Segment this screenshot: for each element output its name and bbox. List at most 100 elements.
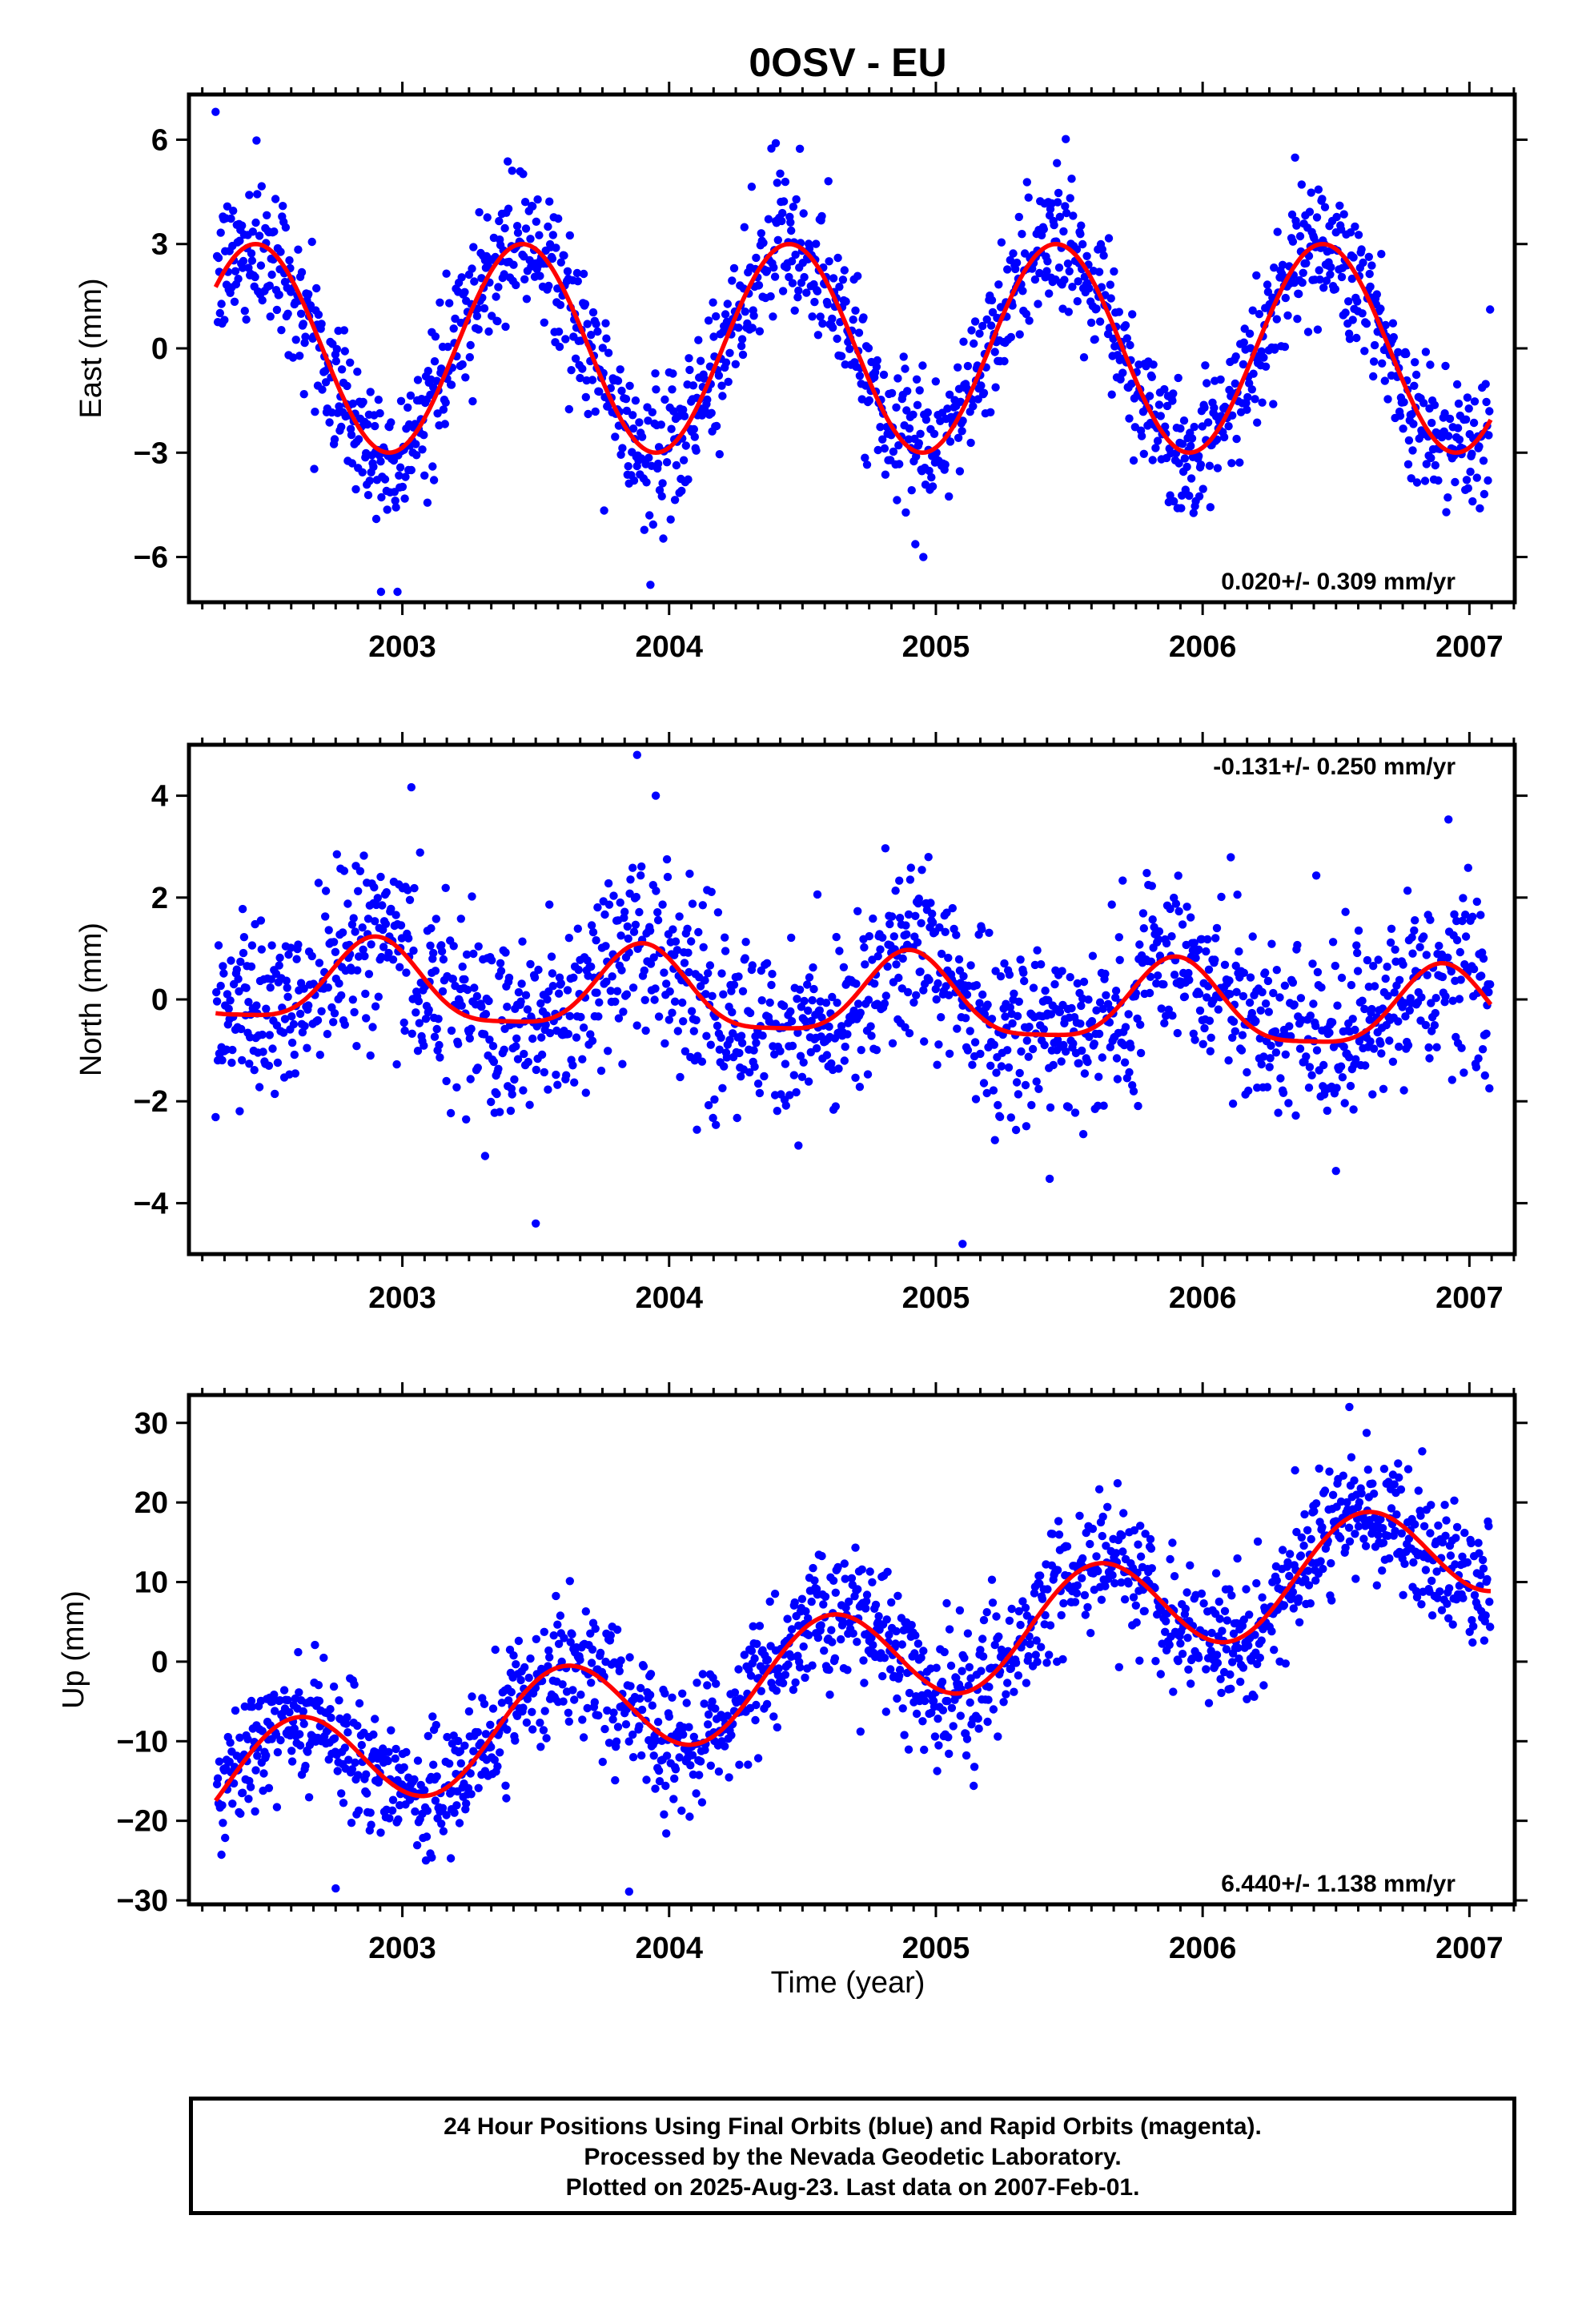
data-point bbox=[749, 312, 758, 320]
data-point bbox=[1045, 1174, 1054, 1184]
data-point bbox=[1246, 973, 1255, 982]
data-point bbox=[1376, 304, 1385, 313]
data-point bbox=[1014, 997, 1024, 1007]
data-point bbox=[861, 960, 869, 969]
data-point bbox=[238, 904, 247, 914]
data-point bbox=[1354, 926, 1363, 935]
data-point bbox=[587, 921, 596, 930]
x-tick-label: 2007 bbox=[1435, 630, 1504, 664]
data-point bbox=[704, 316, 713, 325]
data-point bbox=[914, 895, 924, 903]
data-point bbox=[347, 1819, 356, 1827]
data-point bbox=[211, 107, 220, 116]
data-point bbox=[470, 983, 479, 992]
data-point bbox=[327, 1713, 335, 1723]
data-point bbox=[927, 472, 936, 482]
data-point bbox=[212, 987, 221, 997]
data-point bbox=[753, 1080, 763, 1088]
data-point bbox=[1217, 892, 1226, 902]
data-point bbox=[579, 1023, 588, 1032]
data-point bbox=[1203, 993, 1211, 1002]
data-point bbox=[400, 1026, 409, 1035]
data-point bbox=[1289, 1604, 1299, 1613]
data-point bbox=[1178, 1650, 1187, 1659]
data-point bbox=[621, 1720, 631, 1729]
data-point bbox=[588, 376, 597, 384]
data-point bbox=[431, 332, 440, 341]
data-point bbox=[426, 941, 435, 951]
data-point bbox=[291, 336, 300, 344]
data-point bbox=[299, 320, 307, 328]
data-point bbox=[226, 996, 235, 1005]
data-point bbox=[715, 450, 724, 459]
data-point bbox=[934, 1040, 943, 1049]
data-point bbox=[601, 942, 610, 951]
data-point bbox=[1378, 1524, 1387, 1533]
data-point bbox=[1069, 1039, 1078, 1048]
data-point bbox=[267, 975, 275, 984]
data-point bbox=[1119, 1509, 1128, 1518]
data-point bbox=[503, 1003, 512, 1011]
data-point bbox=[548, 969, 557, 978]
data-point bbox=[1372, 1581, 1382, 1590]
data-point bbox=[329, 1682, 339, 1691]
data-point bbox=[1319, 1564, 1327, 1574]
data-point bbox=[930, 1732, 940, 1741]
data-point bbox=[1369, 962, 1378, 971]
data-point bbox=[1204, 965, 1214, 975]
data-point bbox=[609, 1708, 618, 1717]
data-point bbox=[351, 927, 359, 936]
data-point bbox=[665, 1015, 673, 1024]
data-point bbox=[317, 1007, 326, 1016]
data-point bbox=[893, 1694, 901, 1703]
data-point bbox=[216, 981, 225, 991]
data-point bbox=[918, 361, 927, 370]
data-point bbox=[1066, 194, 1074, 203]
data-point bbox=[1212, 923, 1222, 933]
data-point bbox=[731, 360, 740, 368]
data-point bbox=[374, 992, 383, 1001]
data-point bbox=[1468, 449, 1476, 458]
data-point bbox=[1019, 968, 1028, 977]
data-point bbox=[1291, 1466, 1299, 1475]
data-point bbox=[656, 420, 665, 429]
data-point bbox=[723, 300, 732, 308]
data-point bbox=[707, 408, 716, 417]
data-point bbox=[1295, 231, 1305, 241]
data-point bbox=[420, 431, 428, 440]
data-point bbox=[1228, 1033, 1237, 1043]
data-point bbox=[580, 300, 590, 308]
data-point bbox=[1303, 1566, 1313, 1575]
data-point bbox=[679, 456, 689, 464]
data-point bbox=[869, 914, 877, 923]
data-point bbox=[1116, 375, 1125, 384]
data-point bbox=[588, 927, 598, 937]
data-point bbox=[1227, 459, 1236, 468]
data-point bbox=[555, 342, 564, 352]
data-point bbox=[695, 1771, 704, 1779]
data-point bbox=[781, 1671, 790, 1679]
data-point bbox=[1377, 250, 1386, 259]
data-point bbox=[216, 228, 225, 237]
data-point bbox=[1042, 1659, 1051, 1667]
data-point bbox=[879, 370, 889, 380]
data-point bbox=[1267, 1626, 1276, 1636]
data-point bbox=[717, 1033, 725, 1043]
data-point bbox=[1022, 1679, 1031, 1687]
data-point bbox=[1149, 360, 1158, 369]
data-point bbox=[934, 1715, 942, 1723]
data-point bbox=[1349, 253, 1358, 262]
data-point bbox=[217, 300, 226, 308]
data-point bbox=[1453, 424, 1463, 432]
data-point bbox=[958, 1240, 967, 1248]
data-point bbox=[1409, 420, 1418, 428]
data-point bbox=[963, 361, 973, 371]
data-point bbox=[944, 953, 953, 963]
data-point bbox=[1121, 1023, 1130, 1031]
data-point bbox=[988, 1598, 998, 1607]
data-point bbox=[897, 1640, 907, 1649]
data-point bbox=[920, 1037, 929, 1046]
data-point bbox=[1380, 376, 1390, 385]
data-point bbox=[722, 1053, 732, 1062]
data-point bbox=[905, 875, 915, 884]
